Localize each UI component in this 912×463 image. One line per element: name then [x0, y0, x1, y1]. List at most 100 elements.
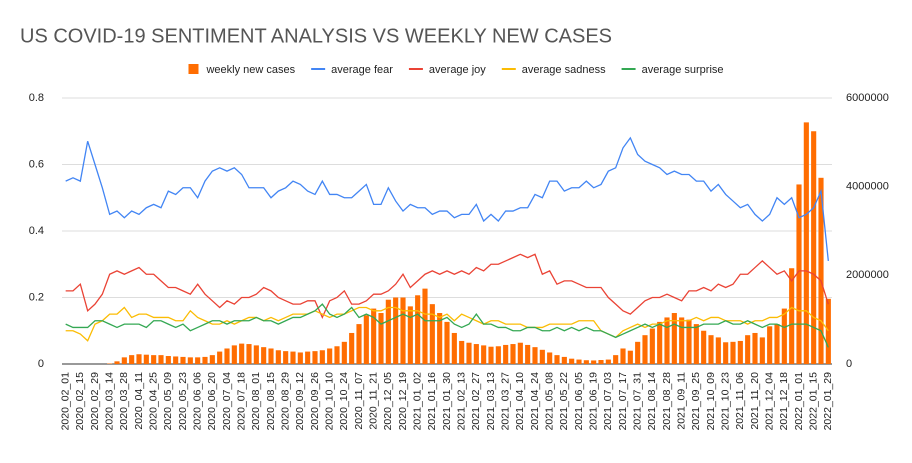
x-tick-label: 2021_06_19 — [587, 372, 599, 431]
bar — [341, 341, 347, 364]
bar — [444, 321, 450, 364]
bar — [495, 346, 501, 364]
bar — [151, 355, 157, 364]
bar — [525, 344, 531, 364]
y2-tick-label: 0 — [846, 358, 852, 370]
x-tick-label: 2020_08_29 — [279, 372, 291, 431]
y2-tick-label: 2000000 — [846, 269, 889, 281]
x-tick-label: 2020_07_04 — [221, 372, 233, 431]
bar — [774, 324, 780, 364]
x-tick-label: 2020_05_09 — [162, 372, 174, 431]
x-tick-label: 2022_01_01 — [793, 372, 805, 431]
bar — [371, 308, 377, 364]
bar — [393, 297, 399, 364]
bar — [671, 313, 677, 364]
x-tick-label: 2020_09_26 — [309, 372, 321, 431]
x-tick-label: 2021_07_31 — [631, 372, 643, 431]
bar — [253, 345, 259, 364]
bar — [349, 332, 355, 364]
bar — [488, 346, 494, 364]
bar — [231, 345, 237, 364]
bar — [708, 335, 714, 364]
y-tick-label: 0.2 — [29, 291, 44, 303]
bar — [591, 360, 597, 364]
bar — [539, 349, 545, 364]
legend-item: average sadness — [501, 64, 606, 76]
bar — [605, 359, 611, 364]
x-tick-label: 2020_06_06 — [191, 372, 203, 431]
x-tick-label: 2021_11_20 — [749, 372, 761, 430]
bar — [481, 345, 487, 364]
x-tick-label: 2021_12_04 — [763, 372, 775, 431]
x-tick-label: 2022_01_29 — [822, 372, 834, 431]
bar — [268, 348, 274, 364]
bar — [737, 340, 743, 364]
x-tick-label: 2022_01_15 — [807, 372, 819, 431]
bar — [679, 317, 685, 364]
bar — [246, 344, 252, 364]
bar — [459, 340, 465, 364]
bar — [723, 342, 729, 364]
bar — [466, 342, 472, 364]
x-tick-label: 2020_05_23 — [177, 372, 189, 431]
bar — [796, 184, 802, 364]
bar — [686, 319, 692, 364]
legend-label: average joy — [429, 64, 486, 76]
bar — [664, 317, 670, 364]
x-tick-label: 2021_07_17 — [617, 372, 629, 431]
bar — [451, 332, 457, 364]
x-tick-label: 2020_02_15 — [74, 372, 86, 431]
bar — [517, 342, 523, 364]
bar — [195, 357, 201, 364]
bar — [554, 355, 560, 364]
x-tick-label: 2020_10_10 — [323, 372, 335, 431]
bar — [627, 350, 633, 364]
x-tick-label: 2020_08_15 — [265, 372, 277, 431]
bar — [224, 348, 230, 364]
bar — [576, 359, 582, 364]
x-tick-label: 2021_08_14 — [646, 372, 658, 431]
bar — [767, 326, 773, 364]
bar — [356, 324, 362, 364]
line-series — [65, 303, 829, 348]
bar — [136, 354, 142, 364]
line-series — [65, 253, 829, 320]
y-tick-label: 0.4 — [29, 225, 44, 237]
bar — [202, 356, 208, 364]
y2-tick-label: 6000000 — [846, 92, 889, 104]
x-tick-label: 2020_06_20 — [206, 372, 218, 431]
bar — [334, 346, 340, 364]
legend-label: weekly new cases — [205, 64, 295, 76]
x-tick-label: 2021_10_09 — [705, 372, 717, 431]
bar — [143, 354, 149, 364]
bar — [701, 330, 707, 364]
bar — [261, 347, 267, 364]
bar — [180, 356, 186, 364]
x-tick-label: 2020_04_25 — [147, 372, 159, 431]
x-tick-label: 2021_03_27 — [499, 372, 511, 431]
x-tick-label: 2021_09_25 — [690, 372, 702, 431]
x-tick-label: 2021_08_28 — [661, 372, 673, 431]
bar — [561, 356, 567, 364]
x-tick-label: 2020_12_19 — [397, 372, 409, 431]
x-tick-label: 2020_03_14 — [103, 372, 115, 431]
y2-tick-label: 4000000 — [846, 181, 889, 193]
bar — [217, 351, 223, 364]
bar — [598, 360, 604, 364]
x-tick-label: 2021_02_27 — [470, 372, 482, 431]
chart-title: US COVID-19 SENTIMENT ANALYSIS VS WEEKLY… — [20, 25, 612, 47]
x-tick-label: 2020_10_24 — [338, 372, 350, 431]
bar — [129, 355, 135, 364]
x-tick-label: 2020_12_05 — [382, 372, 394, 431]
bar — [363, 315, 369, 364]
legend-label: average fear — [331, 64, 393, 76]
bar — [649, 328, 655, 364]
x-tick-label: 2020_11_21 — [367, 372, 379, 430]
bar — [811, 131, 817, 364]
x-tick-label: 2021_03_13 — [485, 372, 497, 431]
bar — [715, 337, 721, 364]
x-tick-label: 2021_07_03 — [602, 372, 614, 431]
bar — [385, 299, 391, 364]
legend-swatch — [188, 64, 199, 74]
